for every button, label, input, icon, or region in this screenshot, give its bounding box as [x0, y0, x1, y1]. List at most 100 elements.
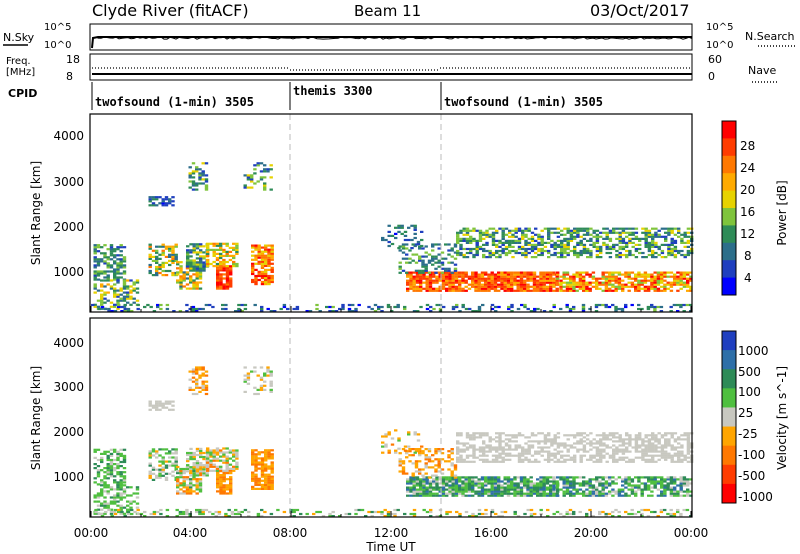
heatmap-cell: [575, 273, 579, 276]
heatmap-cell: [441, 488, 446, 491]
heatmap-cell: [434, 458, 438, 461]
heatmap-cell: [171, 470, 175, 473]
heatmap-cell: [482, 237, 486, 240]
heatmap-cell: [97, 512, 101, 516]
heatmap-cell: [540, 237, 544, 240]
heatmap-cell: [257, 477, 261, 480]
heatmap-cell: [498, 448, 502, 451]
heatmap-cell: [454, 273, 459, 276]
power-y-axis: 4000 3000 2000 1000: [53, 129, 84, 279]
heatmap-cell: [599, 247, 603, 251]
heatmap-cell: [615, 460, 619, 463]
heatmap-cell: [176, 273, 180, 276]
heatmap-cell: [106, 266, 110, 269]
heatmap-cell: [654, 251, 658, 255]
heatmap-cell: [201, 384, 205, 387]
heatmap-cell: [397, 439, 401, 442]
heatmap-cell: [171, 261, 175, 264]
heatmap-cell: [158, 476, 162, 479]
heatmap-cell: [556, 436, 561, 439]
heatmap-cell: [270, 467, 274, 470]
heatmap-cell: [331, 305, 335, 309]
heatmap-cell: [519, 279, 524, 282]
heatmap-cell: [637, 273, 641, 276]
heatmap-cell: [119, 479, 123, 482]
heatmap-cell: [425, 307, 430, 311]
heatmap-cell: [93, 494, 97, 497]
heatmap-cell: [219, 246, 223, 249]
heatmap-cell: [199, 269, 203, 272]
heatmap-cell: [195, 488, 199, 491]
heatmap-cell: [100, 479, 104, 482]
heatmap-cell: [232, 459, 236, 462]
heatmap-cell: [588, 484, 592, 487]
heatmap-cell: [562, 492, 566, 495]
heatmap-cell: [517, 247, 522, 251]
heatmap-cell: [204, 178, 209, 181]
heatmap-cell: [456, 448, 460, 451]
heatmap-cell: [595, 448, 600, 451]
heatmap-cell: [555, 510, 560, 514]
heatmap-cell: [257, 270, 261, 273]
heatmap-cell: [100, 246, 104, 249]
heatmap-cell: [122, 285, 127, 288]
heatmap-cell: [669, 275, 674, 278]
heatmap-cell: [689, 490, 693, 493]
heatmap-cell: [106, 492, 110, 495]
heatmap-cell: [381, 238, 385, 242]
heatmap-cell: [589, 442, 593, 445]
heatmap-cell: [643, 281, 648, 284]
heatmap-cell: [643, 508, 647, 512]
heatmap-cell: [195, 261, 200, 264]
heatmap-cell: [451, 494, 455, 497]
heatmap-cell: [409, 494, 413, 497]
heatmap-cell: [628, 251, 632, 255]
heatmap-cell: [582, 432, 587, 435]
heatmap-cell: [225, 465, 229, 468]
heatmap-cell: [566, 253, 570, 257]
heatmap-cell: [122, 260, 127, 263]
heatmap-cell: [151, 204, 156, 207]
heatmap-cell: [517, 432, 522, 435]
heatmap-cell: [149, 512, 153, 516]
heatmap-cell: [644, 460, 648, 463]
heatmap-cell: [93, 456, 97, 459]
heatmap-cell: [555, 281, 559, 284]
heatmap-cell: [495, 245, 499, 248]
heatmap-cell: [670, 249, 674, 253]
heatmap-cell: [480, 287, 485, 290]
heatmap-cell: [168, 247, 172, 250]
heatmap-cell: [264, 483, 268, 486]
heatmap-cell: [550, 231, 554, 234]
heatmap-cell: [595, 279, 599, 282]
heatmap-cell: [526, 289, 530, 292]
heatmap-cell: [418, 245, 422, 248]
heatmap-cell: [562, 480, 566, 483]
heatmap-cell: [201, 172, 205, 175]
heatmap-cell: [168, 253, 172, 256]
heatmap-cell: [669, 289, 674, 292]
heatmap-cell: [563, 446, 567, 449]
heatmap-cell: [254, 283, 258, 286]
heatmap-cell: [251, 457, 255, 460]
heatmap-cell: [556, 488, 560, 491]
heatmap-cell: [420, 244, 424, 248]
heatmap-cell: [267, 481, 271, 484]
heatmap-cell: [534, 440, 538, 443]
heatmap-cell: [212, 451, 216, 454]
heatmap-cell: [612, 229, 616, 232]
heatmap-cell: [667, 442, 671, 445]
heatmap-cell: [572, 287, 576, 290]
heatmap-cell: [235, 252, 239, 255]
heatmap-cell: [413, 224, 417, 227]
heatmap-cell: [179, 265, 183, 268]
heatmap-cell: [199, 267, 203, 270]
heatmap-cell: [573, 245, 577, 248]
heatmap-cell: [465, 227, 470, 230]
heatmap-cell: [206, 246, 210, 249]
heatmap-cell: [435, 492, 439, 495]
heatmap-cell: [488, 438, 492, 441]
heatmap-cell: [424, 263, 428, 266]
heatmap-cell: [471, 476, 475, 479]
heatmap-cell: [542, 494, 546, 497]
